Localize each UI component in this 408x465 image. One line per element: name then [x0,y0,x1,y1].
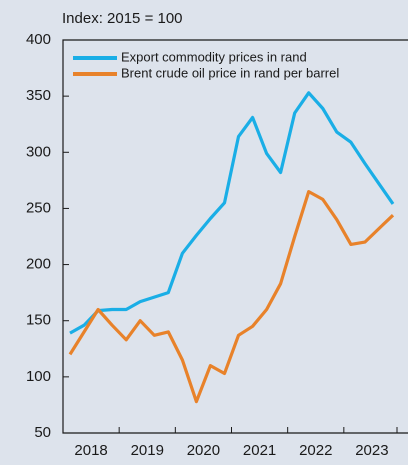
x-tick-label: 2019 [131,442,164,459]
y-tick-label: 150 [26,312,51,329]
data-line [68,190,395,404]
chart-subtitle: Index: 2015 = 100 [62,10,183,27]
y-tick-label: 400 [26,31,51,48]
legend-label: Export commodity prices in rand [121,49,307,64]
x-tick-label: 2023 [355,442,388,459]
y-tick-label: 300 [26,143,51,160]
x-tick-label: 2018 [74,442,107,459]
x-tick-label: 2021 [243,442,276,459]
y-tick-label: 50 [34,424,51,441]
y-tick-label: 200 [26,256,51,273]
y-tick-label: 350 [26,87,51,104]
y-tick-label: 250 [26,199,51,216]
plot-frame [62,39,408,434]
y-tick-label: 100 [26,368,51,385]
x-tick-label: 2020 [187,442,220,459]
data-line [69,91,395,335]
x-tick-label: 2022 [299,442,332,459]
legend-label: Brent crude oil price in rand per barrel [121,65,339,80]
